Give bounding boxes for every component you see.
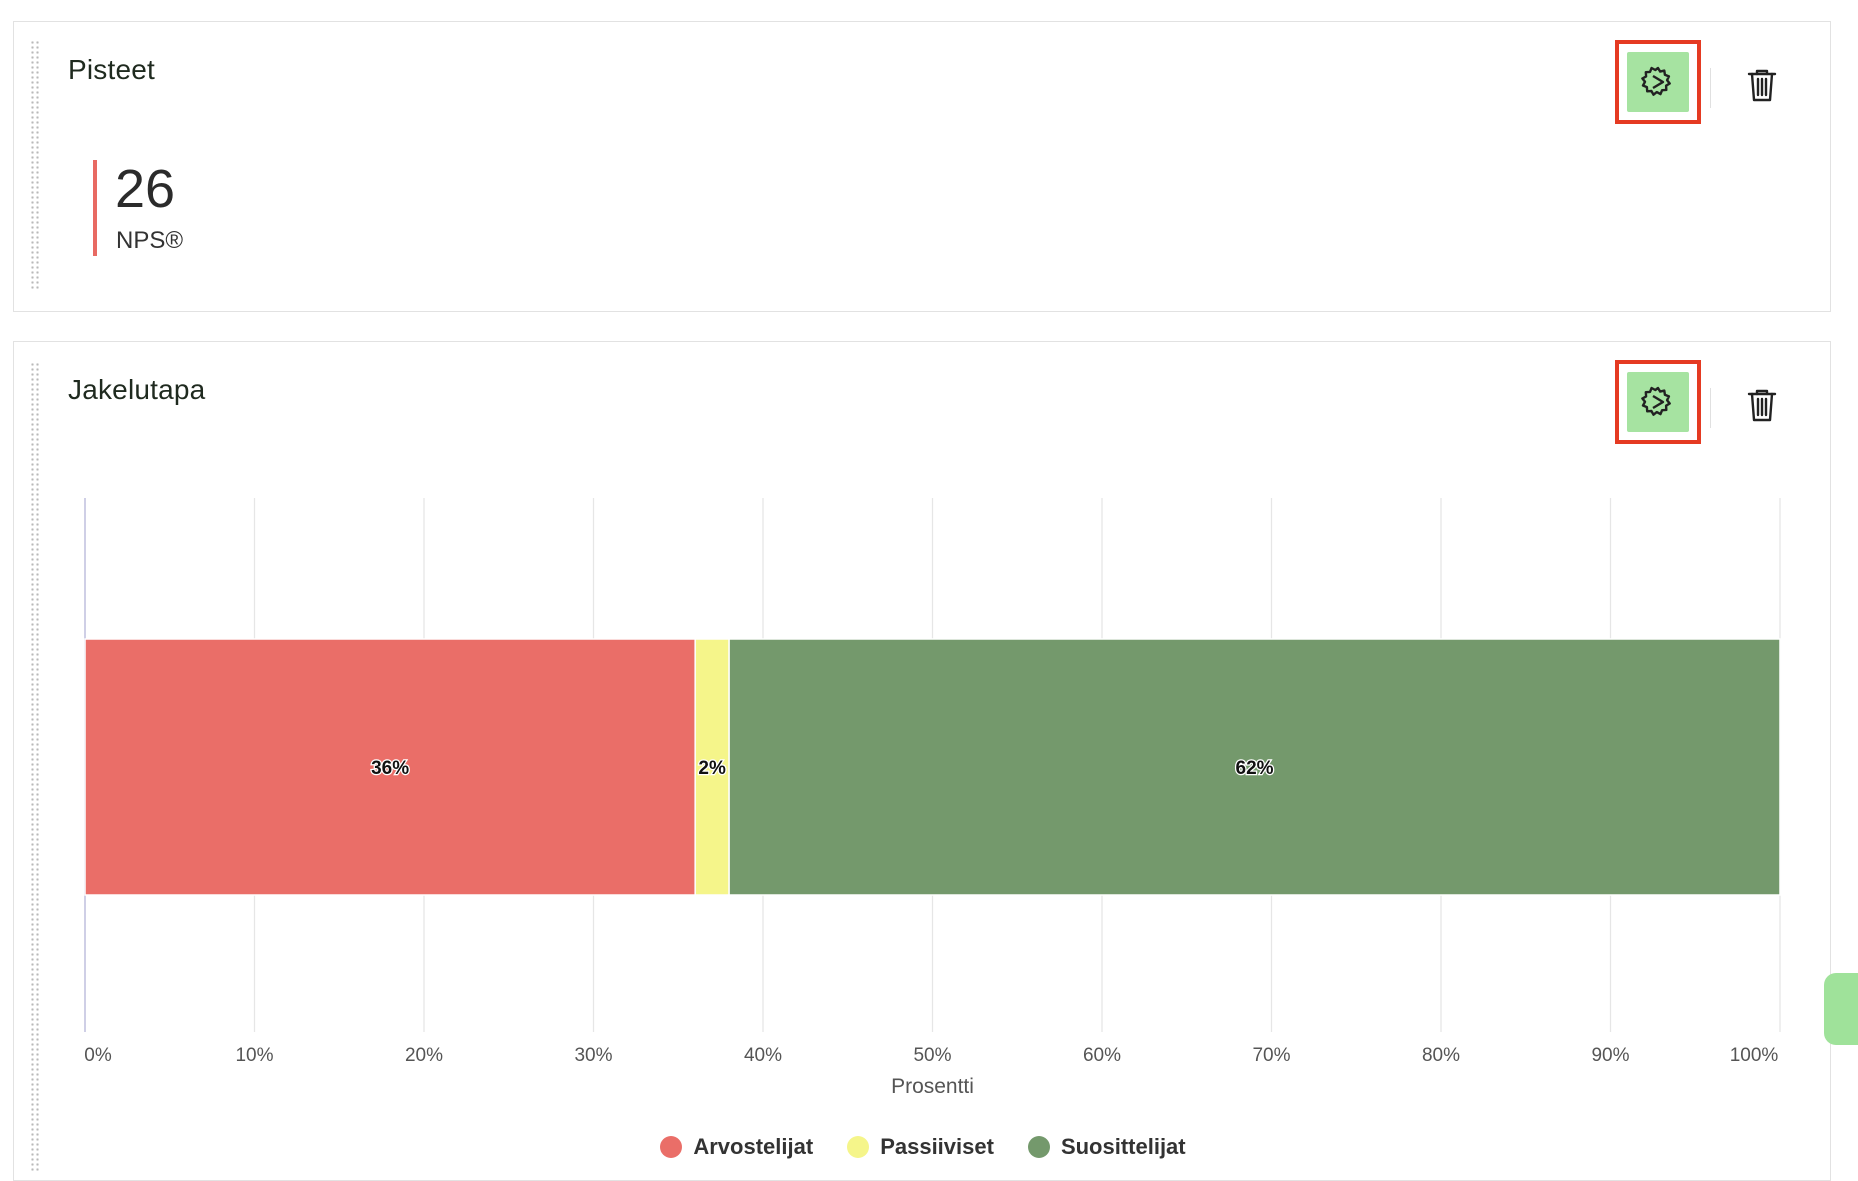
legend-swatch	[660, 1136, 683, 1158]
legend-item[interactable]: Suosittelijat	[1027, 1134, 1186, 1160]
help-tab[interactable]	[1824, 973, 1858, 1045]
legend-label: Passiiviset	[880, 1134, 994, 1159]
score-indicator-bar	[93, 160, 97, 256]
x-tick-label: 90%	[1591, 1045, 1629, 1066]
x-tick-label: 30%	[574, 1045, 612, 1066]
nps-score-label: NPS®	[116, 227, 184, 254]
legend-item[interactable]: Arvostelijat	[660, 1134, 813, 1160]
legend-swatch	[847, 1136, 870, 1158]
card-title: Jakelutapa	[68, 374, 206, 405]
x-tick-label: 100%	[1730, 1045, 1779, 1066]
bar-data-label: 36%	[371, 758, 409, 779]
highlight-annotation	[1615, 360, 1701, 444]
legend-label: Arvostelijat	[693, 1134, 814, 1159]
x-tick-label: 10%	[235, 1045, 273, 1066]
bar-segment-arvostelijat[interactable]	[84, 638, 696, 896]
settings-button[interactable]	[1627, 52, 1689, 112]
trash-icon	[1747, 69, 1777, 102]
bar-data-label: 2%	[698, 758, 726, 779]
x-tick-label: 50%	[913, 1045, 951, 1066]
x-tick-label: 60%	[1083, 1045, 1121, 1066]
x-tick-label: 0%	[84, 1045, 112, 1066]
x-tick-label: 40%	[744, 1045, 782, 1066]
gear-icon	[1641, 386, 1671, 416]
button-divider	[1710, 68, 1711, 108]
settings-button[interactable]	[1627, 372, 1689, 432]
gear-icon	[1641, 66, 1671, 96]
distribution-card: Jakelutapa 36% 2% 62% 0% 10% 20% 30% 40% 50% 60%…	[13, 341, 1831, 1181]
drag-handle[interactable]	[30, 40, 40, 290]
x-tick-label: 20%	[405, 1045, 443, 1066]
bar-segment-suosittelijat[interactable]	[728, 638, 1781, 896]
x-tick-label: 70%	[1252, 1045, 1290, 1066]
legend-label: Suosittelijat	[1060, 1134, 1186, 1159]
chart-legend: Arvostelijat Passiiviset Suosittelijat	[14, 1134, 1832, 1160]
button-divider	[1710, 388, 1711, 428]
x-tick-label: 80%	[1422, 1045, 1460, 1066]
nps-score-value: 26	[115, 159, 176, 219]
delete-button[interactable]	[1740, 62, 1784, 108]
x-axis-title: Prosentti	[891, 1075, 974, 1098]
legend-item[interactable]: Passiiviset	[847, 1134, 994, 1160]
trash-icon	[1747, 389, 1777, 422]
score-card: Pisteet 26 NPS®	[13, 21, 1831, 312]
delete-button[interactable]	[1740, 382, 1784, 428]
highlight-annotation	[1615, 40, 1701, 124]
bar-data-label: 62%	[1236, 758, 1274, 779]
legend-swatch	[1027, 1136, 1050, 1158]
drag-handle[interactable]	[30, 362, 40, 1172]
stacked-bar-chart: 36% 2% 62% 0% 10% 20% 30% 40% 50% 60% 70% 80% 90% 10…	[84, 498, 1781, 1098]
card-title: Pisteet	[68, 54, 155, 85]
bar-segment-passiiviset[interactable]	[694, 638, 730, 896]
